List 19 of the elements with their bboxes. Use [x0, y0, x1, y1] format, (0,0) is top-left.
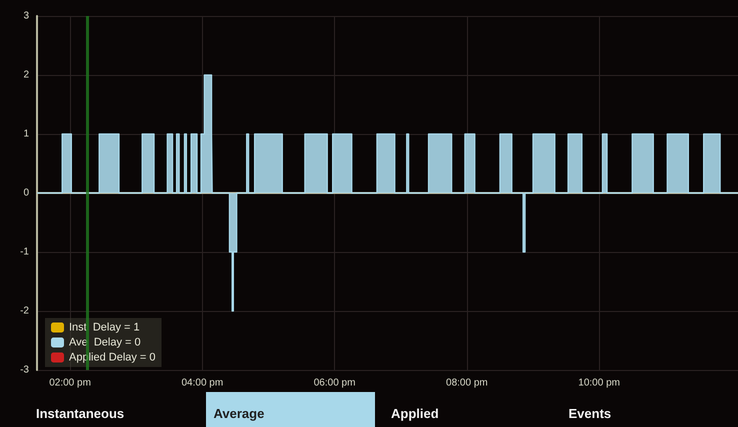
y-tick-label: 1 — [23, 128, 30, 140]
x-tick-label: 02:00 pm — [49, 378, 91, 388]
text: Average — [206, 392, 375, 427]
y-tick-label: -2 — [20, 306, 30, 316]
text: Applied — [390, 405, 440, 423]
legend-label: Inst Delay = 1 — [69, 322, 140, 334]
x-tick-label: 10:00 pm — [578, 378, 620, 388]
legend-label: Ave Delay = 0 — [69, 336, 141, 348]
text: Instantaneous — [35, 405, 126, 423]
text: Events — [568, 405, 612, 423]
legend-label: Applied Delay = 0 — [69, 352, 156, 364]
y-tick-label: 2 — [23, 70, 30, 80]
x-tick-label: 04:00 pm — [181, 378, 224, 388]
y-tick-label: 3 — [23, 10, 30, 22]
y-tick-label: 0 — [23, 188, 30, 198]
x-tick-label: 06:00 pm — [314, 378, 356, 388]
y-tick-label: -3 — [20, 364, 30, 376]
y-tick-label: -1 — [20, 246, 30, 258]
x-tick-label: 08:00 pm — [446, 378, 488, 388]
